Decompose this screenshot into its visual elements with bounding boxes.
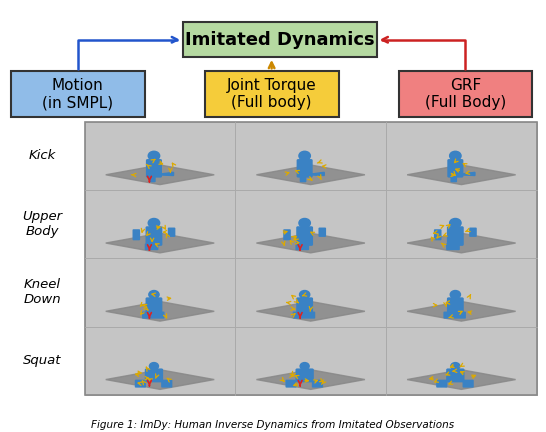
Text: Kneel
Down: Kneel Down: [23, 279, 61, 306]
Polygon shape: [106, 370, 214, 389]
Text: Kick: Kick: [28, 149, 56, 162]
Polygon shape: [407, 233, 515, 253]
Bar: [386, 122, 537, 190]
Circle shape: [149, 291, 159, 299]
Circle shape: [449, 151, 461, 160]
FancyBboxPatch shape: [295, 368, 314, 382]
FancyBboxPatch shape: [149, 175, 156, 182]
Circle shape: [150, 362, 158, 370]
Bar: [85, 122, 537, 395]
Circle shape: [300, 362, 309, 370]
FancyBboxPatch shape: [293, 311, 315, 319]
FancyBboxPatch shape: [168, 228, 175, 237]
FancyBboxPatch shape: [450, 175, 457, 182]
Polygon shape: [257, 302, 365, 321]
Circle shape: [449, 219, 461, 228]
FancyBboxPatch shape: [296, 297, 313, 314]
Circle shape: [451, 362, 460, 370]
Polygon shape: [257, 233, 365, 253]
Circle shape: [299, 219, 310, 228]
FancyBboxPatch shape: [469, 228, 477, 237]
Bar: [235, 258, 386, 327]
Polygon shape: [106, 233, 214, 253]
FancyBboxPatch shape: [133, 229, 140, 240]
Text: GRF
(Full Body): GRF (Full Body): [425, 78, 506, 110]
Polygon shape: [155, 172, 174, 175]
Bar: [235, 122, 386, 190]
Text: Upper
Body: Upper Body: [22, 210, 62, 238]
FancyBboxPatch shape: [296, 226, 313, 246]
Polygon shape: [106, 165, 214, 184]
Circle shape: [450, 291, 460, 299]
Polygon shape: [407, 165, 515, 184]
Polygon shape: [407, 302, 515, 321]
Bar: [235, 327, 386, 395]
FancyBboxPatch shape: [300, 175, 306, 182]
Circle shape: [300, 291, 310, 299]
Text: Joint Torque
(Full body): Joint Torque (Full body): [227, 78, 317, 110]
FancyBboxPatch shape: [146, 226, 162, 246]
FancyBboxPatch shape: [462, 380, 474, 388]
FancyBboxPatch shape: [399, 71, 532, 117]
FancyBboxPatch shape: [295, 243, 309, 250]
FancyBboxPatch shape: [283, 229, 291, 240]
Bar: [235, 190, 386, 258]
Bar: [386, 327, 537, 395]
Bar: [85, 122, 235, 190]
Polygon shape: [306, 172, 324, 175]
FancyBboxPatch shape: [161, 380, 173, 388]
FancyBboxPatch shape: [142, 311, 164, 319]
Text: Motion
(in SMPL): Motion (in SMPL): [42, 78, 114, 110]
Polygon shape: [407, 370, 515, 389]
FancyBboxPatch shape: [146, 159, 162, 178]
FancyBboxPatch shape: [446, 368, 465, 382]
FancyBboxPatch shape: [296, 159, 313, 178]
FancyBboxPatch shape: [436, 380, 447, 388]
Text: Imitated Dynamics: Imitated Dynamics: [185, 31, 375, 49]
FancyBboxPatch shape: [145, 368, 163, 382]
FancyBboxPatch shape: [183, 22, 377, 57]
FancyBboxPatch shape: [135, 380, 146, 388]
Polygon shape: [257, 370, 365, 389]
FancyBboxPatch shape: [312, 380, 323, 388]
Text: Squat: Squat: [23, 354, 61, 367]
Circle shape: [148, 219, 159, 228]
FancyBboxPatch shape: [447, 226, 464, 246]
FancyBboxPatch shape: [434, 229, 442, 240]
FancyBboxPatch shape: [318, 228, 326, 237]
FancyBboxPatch shape: [11, 71, 145, 117]
Text: Figure 1: ImDy: Human Inverse Dynamics from Imitated Observations: Figure 1: ImDy: Human Inverse Dynamics f…: [91, 420, 455, 430]
Bar: [85, 258, 235, 327]
Polygon shape: [456, 172, 475, 175]
FancyBboxPatch shape: [447, 159, 464, 178]
Bar: [85, 190, 235, 258]
Circle shape: [299, 151, 310, 160]
Bar: [386, 190, 537, 258]
Polygon shape: [257, 165, 365, 184]
Bar: [85, 327, 235, 395]
FancyBboxPatch shape: [447, 297, 464, 314]
FancyBboxPatch shape: [145, 243, 158, 250]
FancyBboxPatch shape: [205, 71, 339, 117]
FancyBboxPatch shape: [443, 311, 466, 319]
Bar: [386, 258, 537, 327]
FancyBboxPatch shape: [146, 297, 162, 314]
Circle shape: [148, 151, 159, 160]
FancyBboxPatch shape: [446, 243, 460, 250]
FancyBboxPatch shape: [286, 380, 296, 388]
Polygon shape: [106, 302, 214, 321]
